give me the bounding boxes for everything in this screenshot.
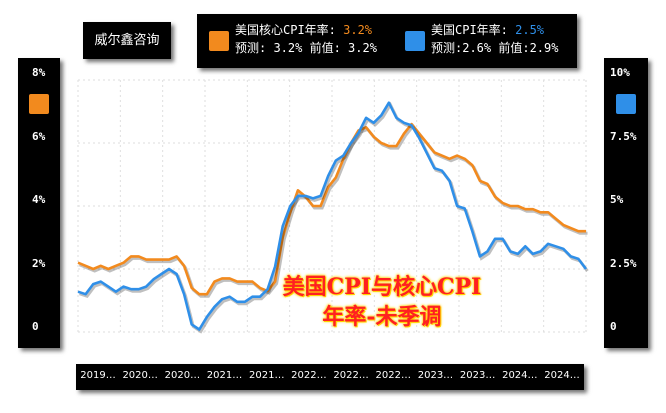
right-y-tick-label: 5% [610, 193, 624, 206]
core-cpi-swatch [209, 31, 229, 51]
right-y-tick-label: 2.5% [610, 256, 637, 270]
cpi-latest: 2.5% [515, 23, 545, 37]
core-cpi-forecast: 预测: 3.2% 前值: 3.2% [235, 41, 377, 55]
x-tick-label: 2022… [375, 370, 411, 381]
right-y-axis: 10% 7.5% 5% 2.5% 0 [604, 58, 648, 348]
x-tick-label: 2022… [333, 370, 369, 381]
left-y-tick-label: 4% [32, 193, 46, 206]
x-tick-label: 2023… [417, 370, 454, 381]
cpi-legend-line1: 美国CPI年率: 2.5% [431, 23, 544, 37]
x-tick-label: 2021… [248, 370, 285, 381]
x-tick-label: 2021… [206, 370, 243, 381]
x-axis: 2019… 2020… 2020… 2021… 2021… 2022… 2022… 2022…… [76, 364, 584, 390]
legend-box: 美国核心CPI年率: 3.2% 预测: 3.2% 前值: 3.2% 美国CPI年… [197, 14, 577, 68]
overlay-subtitle: 年率-未季调 [322, 304, 442, 330]
cpi-line [77, 101, 588, 331]
x-tick-label: 2020… [164, 370, 201, 381]
x-tick-label: 2024… [502, 370, 538, 381]
x-tick-label: 2023… [459, 370, 496, 381]
overlay-title: 美国CPI与核心CPI [282, 274, 482, 300]
x-tick-label: 2022… [291, 370, 327, 381]
left-y-tick-label: 6% [32, 129, 46, 143]
right-y-tick-label: 10% [610, 66, 630, 79]
core-cpi-legend-line1: 美国核心CPI年率: 3.2% [235, 23, 372, 37]
left-axis-swatch [29, 94, 49, 114]
chart-title-overlay: 美国CPI与核心CPI 年率-未季调 [262, 272, 502, 332]
brand-label: 威尔鑫咨询 [83, 22, 171, 59]
x-tick-label: 2024… [544, 370, 580, 381]
brand-text: 威尔鑫咨询 [94, 33, 160, 48]
left-y-tick-label: 2% [32, 256, 46, 270]
left-y-tick-label: 0 [32, 320, 39, 333]
core-cpi-latest: 3.2% [343, 23, 373, 37]
right-y-tick-label: 7.5% [610, 129, 637, 143]
left-y-tick-label: 8% [32, 66, 46, 79]
core-cpi-line [77, 122, 586, 296]
cpi-swatch [405, 31, 425, 51]
core-cpi-line-shadow [78, 123, 588, 298]
cpi-label: 美国CPI年率: [431, 23, 516, 37]
left-y-axis: 8% 6% 4% 2% 0 [18, 58, 60, 348]
cpi-forecast: 预测:2.6% 前值:2.9% [431, 41, 559, 55]
line-chart [77, 79, 589, 334]
right-axis-swatch [616, 94, 636, 114]
x-tick-label: 2020… [122, 370, 158, 381]
x-tick-label: 2019… [80, 370, 116, 381]
right-y-tick-label: 0 [610, 320, 617, 333]
core-cpi-label: 美国核心CPI年率: [235, 23, 344, 37]
